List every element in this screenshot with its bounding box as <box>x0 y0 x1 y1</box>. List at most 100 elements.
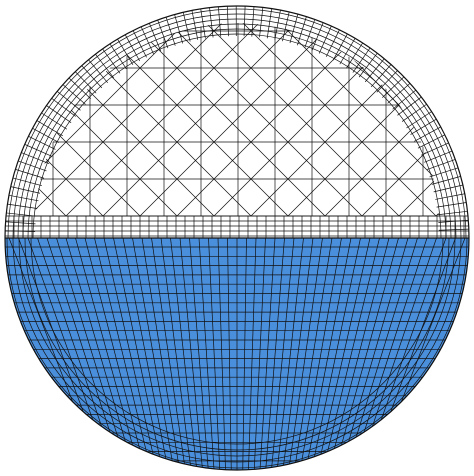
edge <box>176 23 394 217</box>
edge <box>324 23 439 217</box>
radial-edge <box>392 89 416 110</box>
quad-edge <box>65 238 136 470</box>
radial-edge <box>325 29 340 57</box>
edge <box>35 23 172 217</box>
radial-edge <box>7 203 38 209</box>
edge <box>435 23 439 217</box>
quad-edge <box>94 238 153 470</box>
edge <box>219 23 437 217</box>
radial-edge <box>431 176 461 185</box>
radial-edge <box>382 76 405 98</box>
radial-edge <box>304 19 316 48</box>
quad-edge <box>122 238 170 470</box>
radial-edge <box>436 202 467 208</box>
radial-edge <box>266 8 273 39</box>
edge <box>35 23 209 217</box>
radial-edge <box>62 84 86 105</box>
edge <box>65 23 283 217</box>
radial-edge <box>12 177 42 187</box>
radial-edge <box>36 120 63 137</box>
radial-edge <box>191 10 199 40</box>
radial-edge <box>18 160 47 172</box>
radial-edge <box>117 38 134 66</box>
edge <box>35 23 104 217</box>
quad-edge <box>270 238 295 470</box>
quad-edge <box>141 238 181 470</box>
radial-edge <box>438 219 469 223</box>
quad-edge <box>113 238 164 470</box>
quad-edge <box>217 238 227 470</box>
radial-edge <box>75 71 97 94</box>
radial-edge <box>410 118 437 135</box>
radial-edge <box>200 8 206 39</box>
quad-edge <box>293 238 333 470</box>
radial-edge <box>68 77 91 99</box>
radial-edge <box>417 134 445 149</box>
edge <box>287 23 439 217</box>
quad-edge <box>298 238 342 470</box>
radial-edge <box>32 128 60 143</box>
radial-edge <box>174 14 184 44</box>
radial-edge <box>10 186 41 194</box>
radial-edge <box>21 152 50 164</box>
edge <box>71 23 289 217</box>
radial-edge <box>424 150 453 163</box>
quad-edge <box>276 238 304 470</box>
quad-edge <box>208 238 221 470</box>
edge <box>442 0 474 216</box>
quad-edge <box>160 238 193 470</box>
quad-edge <box>332 238 399 470</box>
quad-edge <box>287 238 323 470</box>
radial-edge <box>387 83 411 104</box>
quad-edge <box>304 238 352 470</box>
radial-edge <box>426 159 456 170</box>
quad-mesh <box>5 238 469 470</box>
edge <box>35 23 141 217</box>
radial-edge <box>352 47 371 73</box>
radial-edge <box>370 64 392 88</box>
edge <box>293 23 439 217</box>
radial-edge <box>88 59 108 84</box>
edge <box>35 23 178 217</box>
quad-edge <box>179 238 204 470</box>
radial-edge <box>339 38 356 65</box>
radial-edge <box>46 105 72 124</box>
quad-edge <box>338 238 409 470</box>
radial-edge <box>132 30 147 58</box>
edge <box>35 23 246 217</box>
quad-edge <box>253 238 266 470</box>
edge <box>102 23 320 217</box>
quad-edge <box>84 238 148 470</box>
radial-edge <box>259 7 264 38</box>
radial-edge <box>95 53 115 79</box>
radial-edge <box>437 210 468 216</box>
radial-edge <box>406 111 432 129</box>
radial-edge <box>149 23 162 52</box>
radial-edge <box>318 25 332 54</box>
edge <box>35 23 215 217</box>
radial-edge <box>289 14 299 44</box>
radial-edge <box>102 48 121 74</box>
radial-edge <box>140 26 154 55</box>
quad-edge <box>132 238 176 470</box>
radial-edge <box>51 98 76 117</box>
quad-edge <box>264 238 285 470</box>
radial-edge <box>41 112 68 130</box>
radial-edge <box>56 91 81 111</box>
radial-edge <box>376 70 398 93</box>
edge <box>256 23 439 217</box>
radial-edge <box>397 96 422 116</box>
quad-edge <box>227 238 232 470</box>
edge <box>330 23 439 217</box>
radial-edge <box>165 16 176 46</box>
radial-edge <box>358 52 378 78</box>
radial-edge <box>157 19 169 49</box>
quad-edge <box>315 238 371 470</box>
radial-edge <box>401 103 427 122</box>
quad-edge <box>75 238 142 470</box>
radial-edge <box>364 58 385 83</box>
edge <box>182 23 400 217</box>
radial-edge <box>6 212 37 217</box>
edge <box>139 23 357 217</box>
